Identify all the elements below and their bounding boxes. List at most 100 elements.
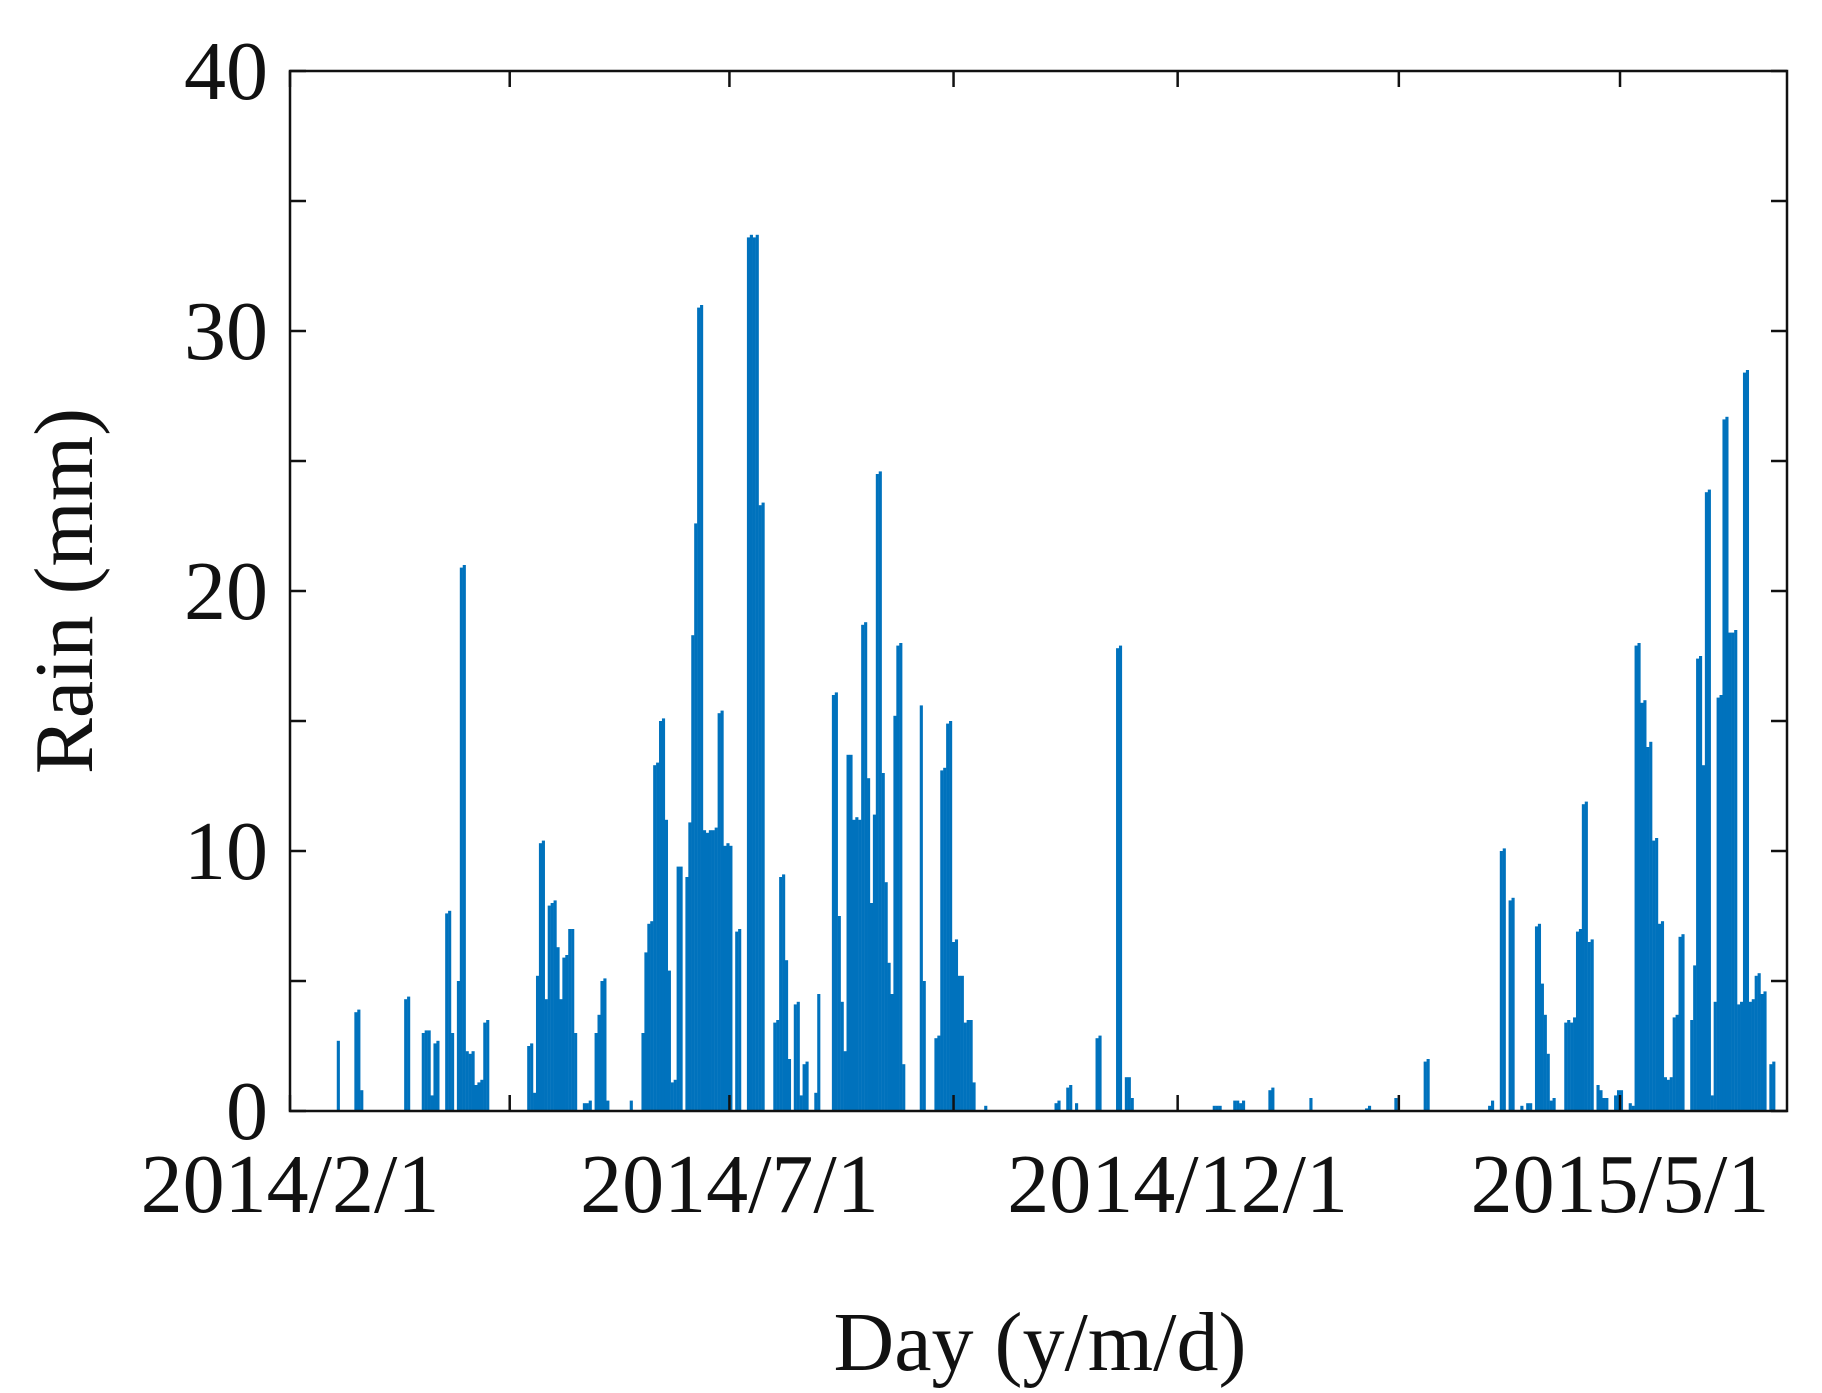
rain-bar [787,1059,792,1111]
rain-bar [354,1012,358,1111]
rain-bar [427,1030,431,1111]
rain-bar [676,866,680,1111]
rain-bar [360,1090,364,1111]
rain-bar [1215,1105,1219,1111]
rain-bar [1587,942,1591,1111]
rain-bar [679,866,683,1111]
rain-bar [711,830,715,1111]
rain-bar [1719,695,1723,1111]
rain-bar [688,822,692,1111]
rain-bar [1631,1105,1635,1111]
rain-bar [714,827,718,1111]
rain-bar [468,1053,472,1111]
rain-bar [556,947,560,1111]
rain-bar [474,1085,478,1111]
rain-bar [855,817,859,1111]
rain-bar [661,718,666,1111]
rain-bar [1095,1038,1099,1111]
rain-bar [793,1004,797,1111]
rain-bar [773,1022,777,1111]
rain-bar [562,957,566,1111]
rain-bar [1066,1087,1070,1111]
rain-bar [852,819,856,1111]
rain-bar [720,710,724,1111]
rain-bar [653,765,657,1111]
rain-bar [799,1095,803,1111]
rain-bar [761,502,765,1112]
rain-bar [831,695,835,1111]
rain-bar [1734,630,1738,1111]
y-tick-label: 40 [184,25,268,118]
rain-bar [1699,656,1703,1111]
rain-bar [849,754,853,1111]
rain-bar [723,845,727,1111]
rain-bar [1549,1100,1553,1111]
rain-bar [1130,1098,1134,1111]
rain-bar [436,1040,440,1111]
rain-bar [869,903,874,1111]
rain-bar [694,523,698,1111]
rain-bar [547,905,551,1111]
rain-bar [700,305,704,1111]
rain-bar [1098,1035,1102,1111]
rain-bar [448,910,452,1111]
rain-bar [1573,1017,1577,1111]
rain-bar [1511,897,1515,1111]
rain-bar [1728,632,1732,1111]
rain-bar [752,237,756,1111]
rain-bar [1643,700,1647,1111]
rain-bar [1242,1100,1246,1111]
y-tick-label: 0 [226,1065,268,1158]
rain-bar [477,1082,481,1111]
rain-bar [1769,1064,1773,1111]
rain-bar [782,874,786,1111]
rain-bar [1737,1004,1741,1111]
rain-bar [594,1033,598,1111]
rain-bar [884,882,888,1111]
rain-bar [1713,1001,1717,1111]
rain-bar [533,1092,537,1111]
rain-bar [796,1001,800,1111]
rain-bar [1236,1100,1240,1111]
rain-bar [664,819,669,1111]
rain-bar [1394,1098,1398,1111]
rain-bar [735,931,739,1111]
rain-bar [456,981,461,1111]
rain-bar [717,713,721,1111]
rain-bar [969,1020,973,1111]
rain-bar [1772,1061,1776,1111]
rain-bar [890,994,894,1111]
rain-bar [943,767,947,1111]
rain-bar [535,975,540,1111]
rain-bar [867,778,871,1111]
rain-bar [629,1100,633,1111]
rain-bar [1725,416,1729,1111]
rain-bar [1502,848,1506,1111]
rain-bar [805,1061,809,1111]
rain-bar [1488,1105,1492,1111]
rain-bar [1218,1105,1222,1111]
rain-bar [544,999,548,1111]
rain-bar [459,567,463,1111]
rain-bar [1127,1077,1131,1111]
rain-bar [647,923,651,1111]
rain-bar [1742,372,1747,1112]
rain-bar [1599,1090,1603,1111]
rain-bar [357,1009,361,1111]
rain-bar [957,975,961,1111]
rain-bar [1054,1103,1058,1111]
rain-bar [1693,965,1697,1111]
rain-bar [582,1103,586,1111]
rain-bar [421,1033,425,1111]
rain-bar [471,1051,475,1111]
rain-bar [963,1022,967,1111]
rain-bar [896,645,900,1111]
rain-bar [1757,973,1761,1111]
rain-bar [603,978,607,1111]
rain-bar [673,1079,677,1111]
rain-bar [650,921,654,1111]
rain-bar [597,1014,601,1111]
rain-bar [1581,804,1585,1111]
rain-bar [559,999,563,1111]
rain-bar [1619,1090,1624,1111]
